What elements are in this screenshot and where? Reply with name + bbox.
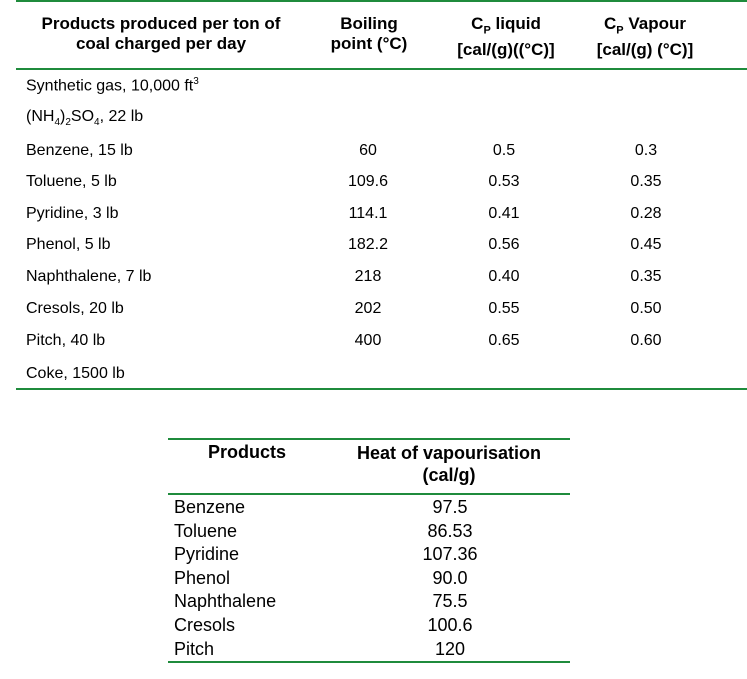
table1-top-rule [16, 0, 747, 2]
table2-bottom-rule [168, 661, 570, 663]
row-label-pyridine: Pyridine, 3 lb [26, 205, 119, 222]
header-cp-vapour: CP Vapour [cal/(g) (°C)] [596, 14, 694, 60]
cpl-pyridine: 0.41 [488, 205, 520, 222]
bp-phenol: 182.2 [347, 236, 389, 253]
t2-header-products: Products [207, 442, 286, 462]
header-products: Products produced per ton of coal charge… [41, 14, 281, 53]
cpl-naphthalene: 0.40 [488, 268, 520, 285]
header-cp-liquid: CP liquid [cal/(g)((°C)] [457, 14, 555, 60]
t2-values-column: 97.5 86.53 107.36 90.0 75.5 100.6 120 [390, 496, 510, 661]
bp-benzene: 60 [359, 142, 377, 159]
t2-product: Naphthalene [174, 591, 277, 612]
table1-header-rule [16, 68, 747, 70]
row-label-synthetic-gas: Synthetic gas, 10,000 ft3 [26, 76, 199, 95]
cpv-cresols: 0.50 [630, 300, 662, 317]
t2-value: 86.53 [427, 520, 473, 541]
cpv-naphthalene: 0.35 [630, 268, 662, 285]
cpl-phenol: 0.56 [488, 236, 520, 253]
t2-value: 75.5 [432, 591, 468, 612]
table2-header-rule [168, 493, 570, 495]
cpl-cresols: 0.55 [488, 300, 520, 317]
bp-cresols: 202 [354, 300, 382, 317]
row-label-cresols: Cresols, 20 lb [26, 300, 124, 317]
header-boiling-point: Boiling point (°C) [330, 14, 408, 53]
table1-bottom-rule [16, 388, 747, 390]
row-label-toluene: Toluene, 5 lb [26, 173, 117, 190]
t2-product: Pyridine [174, 544, 240, 565]
t2-value: 120 [434, 638, 466, 659]
row-label-ammonium-sulfate: (NH4)2SO4, 22 lb [26, 108, 144, 129]
bp-pitch: 400 [354, 332, 382, 349]
cpv-pyridine: 0.28 [630, 205, 662, 222]
bp-pyridine: 114.1 [348, 205, 388, 222]
bp-naphthalene: 218 [354, 268, 382, 285]
row-label-coke: Coke, 1500 lb [26, 365, 125, 382]
cpl-pitch: 0.65 [488, 332, 520, 349]
t2-value: 107.36 [422, 544, 478, 565]
t2-product: Phenol [174, 567, 231, 588]
t2-product: Cresols [174, 614, 236, 635]
t2-value: 100.6 [427, 614, 473, 635]
cpl-benzene: 0.5 [492, 142, 516, 159]
cpv-pitch: 0.60 [630, 332, 662, 349]
cpv-phenol: 0.45 [630, 236, 662, 253]
cpv-toluene: 0.35 [630, 173, 662, 190]
t2-value: 97.5 [432, 497, 468, 517]
cpv-benzene: 0.3 [634, 142, 658, 159]
t2-header-heat: Heat of vapourisation (cal/g) [356, 443, 542, 485]
row-label-benzene: Benzene, 15 lb [26, 142, 133, 159]
t2-value: 90.0 [432, 567, 468, 588]
t2-product: Pitch [174, 638, 215, 659]
bp-toluene: 109.6 [347, 173, 389, 190]
table2-top-rule [168, 438, 570, 440]
row-label-phenol: Phenol, 5 lb [26, 236, 111, 253]
row-label-pitch: Pitch, 40 lb [26, 332, 106, 349]
t2-products-column: Benzene Toluene Pyridine Phenol Naphthal… [174, 496, 276, 661]
t2-product: Toluene [174, 520, 238, 541]
cpl-toluene: 0.53 [488, 173, 520, 190]
row-label-naphthalene: Naphthalene, 7 lb [26, 268, 152, 285]
t2-product: Benzene [174, 497, 246, 517]
